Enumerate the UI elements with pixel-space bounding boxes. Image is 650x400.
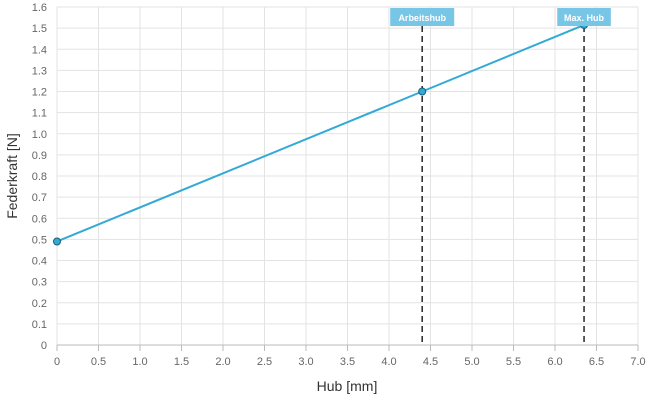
grid bbox=[56, 6, 639, 346]
x-tick-label: 5.5 bbox=[506, 356, 521, 368]
data-point[interactable] bbox=[53, 237, 61, 246]
x-tick-label: 2.5 bbox=[257, 356, 272, 368]
y-tick-label: 1.6 bbox=[32, 2, 47, 14]
marker-label-box bbox=[557, 8, 611, 26]
y-tick-label: 0.4 bbox=[32, 256, 47, 268]
x-tick-label: 3.0 bbox=[298, 356, 313, 368]
y-axis-ticks: 0 0.1 0.2 0.3 0.4 0.5 0.6 0.7 0.8 0.9 1.0 1.1 1.2 1.3… bbox=[32, 2, 47, 352]
y-tick-label: 1.4 bbox=[32, 44, 47, 56]
x-tick-label: 3.5 bbox=[340, 356, 355, 368]
x-tick-label: 0.5 bbox=[91, 356, 106, 368]
marker-label-box bbox=[390, 8, 455, 26]
x-tick-label: 1.0 bbox=[132, 356, 147, 368]
y-tick-label: 1.5 bbox=[32, 23, 47, 35]
y-tick-label: 1.1 bbox=[32, 108, 47, 120]
y-tick-label: 0.6 bbox=[32, 213, 47, 225]
y-tick-label: 0.9 bbox=[32, 150, 47, 162]
x-tick-label: 4.5 bbox=[423, 356, 438, 368]
y-tick-label: 0.1 bbox=[32, 319, 47, 331]
series-layer bbox=[53, 20, 589, 246]
y-tick-label: 0 bbox=[41, 340, 47, 352]
x-tick-label: 4.0 bbox=[381, 356, 396, 368]
x-tick-label: 1.5 bbox=[174, 356, 189, 368]
x-axis-label: Hub [mm] bbox=[317, 378, 378, 394]
y-tick-label: 1.3 bbox=[32, 65, 47, 77]
data-point[interactable] bbox=[418, 87, 427, 96]
y-tick-label: 0.5 bbox=[32, 234, 47, 246]
marker-lines bbox=[421, 26, 585, 345]
y-tick-label: 0.2 bbox=[32, 298, 47, 310]
y-tick-label: 1.2 bbox=[32, 87, 47, 99]
marker-label: Max. Hub bbox=[564, 13, 605, 23]
y-tick-label: 1.0 bbox=[32, 129, 47, 141]
x-tick-label: 0 bbox=[54, 356, 60, 368]
series-line bbox=[56, 24, 585, 243]
marker-label: Arbeitshub bbox=[398, 13, 446, 23]
x-tick-label: 5.0 bbox=[464, 356, 479, 368]
x-tick-label: 6.0 bbox=[547, 356, 562, 368]
x-tick-label: 7.0 bbox=[630, 356, 645, 368]
x-axis-ticks: 0 0.5 1.0 1.5 2.0 2.5 3.0 3.5 4.0 4.5 5.0 5.5 6.0 6.5… bbox=[54, 345, 646, 368]
x-tick-label: 6.5 bbox=[589, 356, 604, 368]
x-tick-label: 2.0 bbox=[215, 356, 230, 368]
y-tick-label: 0.8 bbox=[32, 171, 47, 183]
marker-labels: Arbeitshub Max. Hub bbox=[390, 8, 611, 26]
y-tick-label: 0.3 bbox=[32, 277, 47, 289]
y-axis-label: Federkraft [N] bbox=[4, 133, 20, 219]
y-tick-label: 0.7 bbox=[32, 192, 47, 204]
